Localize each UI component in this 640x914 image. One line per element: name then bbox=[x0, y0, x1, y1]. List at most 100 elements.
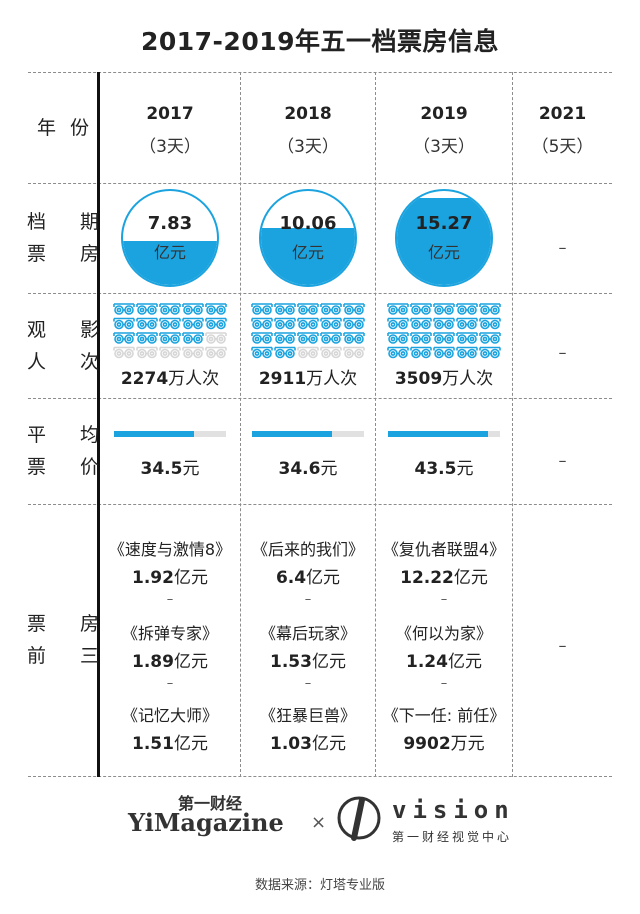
empty-value-dash: – bbox=[558, 343, 567, 362]
3d-glasses-icon bbox=[113, 332, 135, 344]
movie-title: 《速度与激情8》 bbox=[108, 540, 232, 559]
row-label-top3: 票 房 前 三 bbox=[27, 504, 99, 776]
avg-price-label: 43.5元 bbox=[376, 454, 512, 479]
3d-glasses-icon bbox=[433, 303, 455, 315]
movie-gross-number: 1.51 bbox=[132, 734, 174, 754]
3d-glasses-icon bbox=[479, 317, 501, 330]
avg-price-label: 34.6元 bbox=[241, 454, 375, 479]
movie-separator: – bbox=[304, 676, 312, 691]
admissions-number: 3509 bbox=[394, 369, 443, 389]
vision-subtitle: 第一财经视觉中心 bbox=[392, 830, 513, 844]
3d-glasses-icon bbox=[387, 332, 409, 344]
row-label-admissions-line-1: 观 影 bbox=[26, 318, 114, 341]
3d-glasses-icon bbox=[387, 317, 409, 330]
movie-gross-unit: 亿元 bbox=[173, 568, 208, 588]
3d-glasses-icon bbox=[205, 303, 227, 315]
3d-glasses-icon bbox=[182, 317, 204, 330]
row-label-year-text: 年份 bbox=[37, 112, 89, 144]
row-label-top3-line-1: 票 房 bbox=[26, 613, 114, 635]
3d-glasses-empty-icon bbox=[205, 332, 227, 344]
movie-gross: 1.92亿元 bbox=[100, 563, 240, 588]
3d-glasses-icon bbox=[320, 303, 342, 315]
3d-glasses-empty-icon bbox=[113, 346, 135, 359]
vision-logo-icon bbox=[337, 796, 381, 841]
row-label-box-office-line-2: 票 房 bbox=[26, 243, 114, 265]
year-label: 2017 bbox=[146, 104, 194, 124]
admissions-unit: 万人次 bbox=[168, 369, 220, 389]
3d-glasses-icon bbox=[251, 346, 273, 359]
movie-gross: 6.4亿元 bbox=[241, 563, 375, 588]
row-label-box-office-line-1: 档 期 bbox=[26, 211, 114, 233]
row-label-admissions: 观 影 人 次 bbox=[27, 293, 99, 398]
3d-glasses-icon bbox=[320, 332, 342, 344]
festival-days: （3天） bbox=[413, 137, 475, 157]
admissions-icon-grid bbox=[113, 301, 227, 363]
3d-glasses-icon bbox=[456, 317, 478, 330]
movie-title: 《复仇者联盟4》 bbox=[382, 540, 506, 559]
movie-separator: – bbox=[440, 676, 448, 691]
box-office-value: 10.06 bbox=[279, 213, 337, 234]
grid-line bbox=[28, 293, 612, 294]
price-bar-track bbox=[114, 431, 226, 437]
empty-value-dash: – bbox=[558, 238, 567, 257]
3d-glasses-icon bbox=[251, 303, 273, 315]
movie-title: 《狂暴巨兽》 bbox=[259, 706, 356, 725]
3d-glasses-icon bbox=[410, 332, 432, 344]
3d-glasses-icon bbox=[182, 303, 204, 315]
column-divider bbox=[375, 72, 376, 777]
movie-gross-number: 1.92 bbox=[132, 568, 174, 588]
movie-separator: – bbox=[166, 676, 174, 691]
3d-glasses-icon bbox=[479, 346, 501, 359]
movie-gross-number: 9902 bbox=[403, 734, 451, 754]
avg-price-unit: 元 bbox=[456, 459, 474, 479]
grid-line bbox=[28, 398, 612, 399]
3d-glasses-icon bbox=[251, 317, 273, 330]
row-label-year-char-2: 份 bbox=[70, 116, 90, 139]
3d-glasses-icon bbox=[320, 317, 342, 330]
year-label: 2021 bbox=[538, 104, 587, 124]
column-divider bbox=[240, 72, 241, 777]
avg-price-number: 34.5 bbox=[140, 459, 183, 479]
page-title: 2017-2019年五一档票房信息 bbox=[140, 27, 500, 56]
movie-gross-unit: 亿元 bbox=[306, 568, 341, 588]
movie-gross-unit: 亿元 bbox=[173, 652, 208, 672]
3d-glasses-icon bbox=[456, 346, 478, 359]
3d-glasses-icon bbox=[297, 303, 319, 315]
3d-glasses-icon bbox=[456, 303, 478, 315]
admissions-icon-grid bbox=[251, 301, 365, 363]
3d-glasses-icon bbox=[159, 303, 181, 315]
price-bar-track bbox=[388, 431, 500, 437]
price-bar-fill bbox=[388, 431, 488, 437]
admissions-icons bbox=[387, 303, 501, 359]
3d-glasses-empty-icon bbox=[297, 346, 319, 359]
avg-price-unit: 元 bbox=[182, 459, 200, 479]
movie-gross-unit: 亿元 bbox=[173, 734, 208, 754]
row-label-year: 年份 bbox=[28, 72, 98, 183]
grid-line bbox=[28, 183, 612, 184]
price-bar-track bbox=[252, 431, 364, 437]
3d-glasses-icon bbox=[136, 303, 158, 315]
box-office-value: 7.83 bbox=[147, 213, 193, 234]
3d-glasses-icon bbox=[387, 346, 409, 359]
movie-gross: 1.03亿元 bbox=[241, 729, 375, 754]
3d-glasses-icon bbox=[343, 317, 365, 330]
column-divider-main bbox=[97, 72, 100, 777]
movie-title: 《下一任: 前任》 bbox=[382, 706, 506, 725]
3d-glasses-icon bbox=[479, 332, 501, 344]
price-bar-fill bbox=[114, 431, 194, 437]
3d-glasses-icon bbox=[182, 332, 204, 344]
movie-gross-number: 1.24 bbox=[406, 652, 448, 672]
festival-days: （3天） bbox=[277, 137, 339, 157]
movie-separator: – bbox=[166, 592, 174, 607]
avg-price-number: 34.6 bbox=[278, 459, 321, 479]
column-divider bbox=[512, 72, 513, 777]
grid-line bbox=[28, 776, 612, 777]
3d-glasses-icon bbox=[159, 332, 181, 344]
3d-glasses-icon bbox=[274, 317, 296, 330]
box-office-fill bbox=[261, 227, 355, 285]
3d-glasses-empty-icon bbox=[343, 346, 365, 359]
3d-glasses-icon bbox=[343, 303, 365, 315]
brand-logo-yimagazine: YiMagazine bbox=[128, 808, 284, 837]
movie-gross: 9902万元 bbox=[376, 729, 512, 754]
row-label-avg-price-line-1: 平 均 bbox=[26, 424, 114, 446]
